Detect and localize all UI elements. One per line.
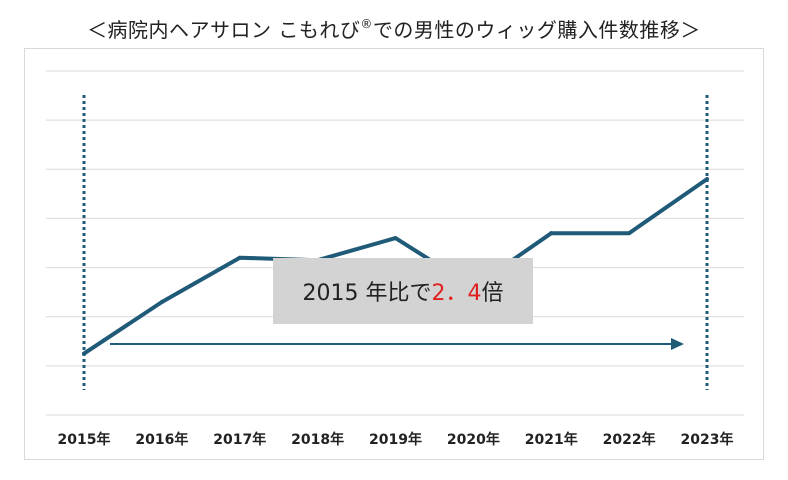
gridlines: [46, 70, 744, 416]
callout-multiplier: 2．4: [431, 281, 482, 306]
x-tick-label: 2020年: [447, 431, 500, 448]
growth-arrow: [110, 338, 684, 350]
x-tick-label: 2016年: [135, 431, 188, 448]
data-point: [82, 351, 86, 356]
callout-box: 2015 年比で 2．4 倍: [273, 258, 533, 324]
data-point: [159, 299, 164, 304]
callout-prefix: 2015 年比で: [302, 281, 432, 306]
x-tick-label: 2018年: [291, 431, 344, 448]
x-tick-label: 2019年: [369, 431, 422, 448]
x-tick-label: 2015年: [58, 431, 111, 448]
data-point: [627, 231, 632, 236]
data-point: [393, 236, 398, 241]
x-tick-label: 2021年: [525, 431, 578, 448]
title-text-rest: での男性のウィッグ購入件数推移＞: [372, 18, 701, 42]
x-axis-tick-labels: 2015年 2016年 2017年 2018年 2019年 2020年 2021年 2022年…: [58, 431, 734, 448]
data-point: [237, 255, 242, 260]
growth-arrow-head: [671, 338, 684, 350]
reference-dashed-lines: [82, 95, 709, 390]
x-tick-label: 2017年: [213, 431, 266, 448]
title-text-main: ＜病院内ヘアサロン こもれび: [87, 18, 361, 42]
callout-suffix: 倍: [481, 281, 504, 306]
registered-mark: ®: [360, 17, 373, 31]
data-point: [549, 231, 554, 236]
x-tick-label: 2022年: [603, 431, 656, 448]
chart-frame: [24, 48, 764, 460]
data-point: [705, 177, 709, 182]
x-tick-label: 2023年: [681, 431, 734, 448]
chart-title: ＜病院内ヘアサロン こもれび®での男性のウィッグ購入件数推移＞: [0, 14, 788, 43]
